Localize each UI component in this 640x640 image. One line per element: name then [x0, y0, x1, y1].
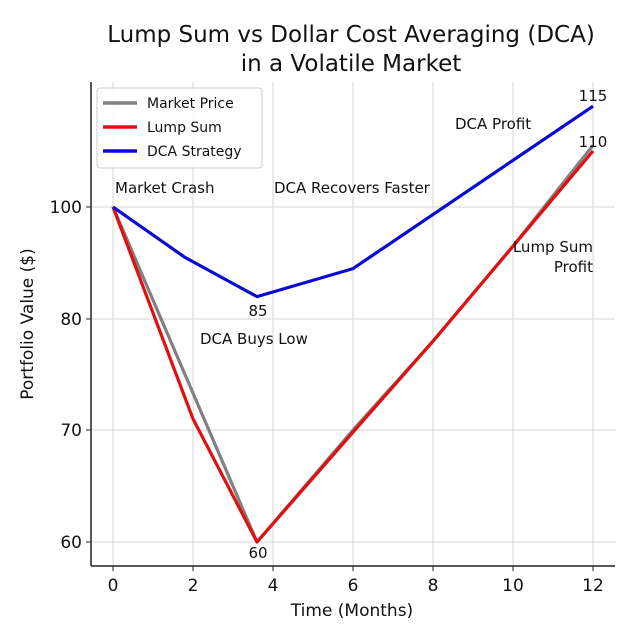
y-axis-label: Portfolio Value ($) [18, 248, 38, 400]
legend-box [96, 87, 263, 169]
x-tick-label: 12 [582, 576, 604, 596]
x-tick-label: 2 [188, 576, 199, 596]
series-line-lump-sum [111, 149, 595, 544]
x-tick-label: 0 [108, 576, 119, 596]
annotation-dca-recovers: DCA Recovers Faster [274, 179, 431, 197]
series-line-dca-strategy [112, 104, 594, 299]
data-label-dca-end: 115 [579, 87, 608, 105]
x-axis-label: Time (Months) [290, 601, 413, 621]
y-ticks: 60 70 80 100 [50, 198, 91, 553]
annotation-market-crash: Market Crash [115, 179, 215, 197]
legend-label: Lump Sum [147, 120, 222, 136]
data-label-lump-min: 60 [248, 544, 267, 562]
x-tick-label: 4 [268, 576, 279, 596]
data-label-lump-end: 110 [579, 133, 608, 151]
legend: Market Price Lump Sum DCA Strategy [96, 87, 263, 169]
x-ticks: 0 2 4 6 8 10 12 [108, 566, 604, 596]
y-tick-label: 100 [50, 198, 82, 218]
chart-title-line-1: Lump Sum vs Dollar Cost Averaging (DCA) [107, 22, 595, 48]
chart-title-line-2: in a Volatile Market [241, 51, 462, 77]
annotation-dca-buys-low: DCA Buys Low [200, 330, 308, 348]
data-label-dca-min: 85 [248, 302, 267, 320]
legend-label: Market Price [147, 96, 234, 112]
annotation-dca-profit: DCA Profit [455, 115, 531, 133]
series-lines [111, 104, 595, 544]
x-tick-label: 10 [502, 576, 524, 596]
legend-label: DCA Strategy [147, 144, 242, 160]
y-tick-label: 80 [60, 310, 82, 330]
annotation-lump-sum-profit-1: Lump Sum [513, 238, 593, 256]
x-tick-label: 6 [348, 576, 359, 596]
y-tick-label: 70 [60, 421, 82, 441]
y-tick-label: 60 [60, 533, 82, 553]
x-tick-label: 8 [428, 576, 439, 596]
annotation-lump-sum-profit-2: Profit [554, 258, 593, 276]
